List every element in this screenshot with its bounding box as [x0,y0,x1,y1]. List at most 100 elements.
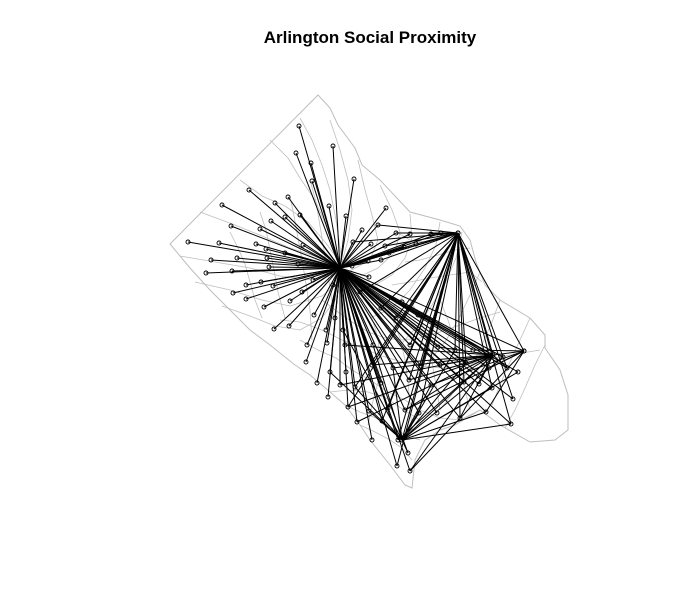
network-edge [327,267,341,398]
network-edge [339,178,355,269]
network-edge [457,232,493,389]
network-edge [457,232,461,419]
network-node [405,450,411,456]
network-node [216,240,222,246]
network-edge [210,259,341,269]
network-node [327,369,333,375]
network-edge [359,232,459,293]
tract-boundary [404,247,471,263]
network-node [310,277,316,283]
network-node [415,312,421,318]
network-node [386,250,392,256]
network-node [257,226,263,232]
network-node [337,265,343,271]
network-node [323,327,329,333]
network-node [229,268,235,274]
network-edge [380,232,459,309]
network-edge [459,354,494,419]
network-edge [339,267,480,385]
tract-boundary [321,299,501,341]
network-edge [395,232,459,319]
network-edge [310,162,341,269]
network-node [402,407,408,413]
network-edge [339,207,387,269]
tract-boundary [194,279,343,307]
network-edge [401,356,504,441]
network-edge [401,387,493,441]
network-edge [339,267,420,414]
network-edge [339,267,411,346]
network-edge [377,224,459,234]
tract-boundary [239,179,341,263]
network-edge [492,354,508,369]
network-edge [187,241,341,269]
network-edge [457,232,494,356]
network-edge [339,267,406,411]
network-node [326,203,332,209]
network-edge [408,354,494,381]
network-node [266,264,272,270]
network-edge [268,266,341,269]
network-node [365,258,371,264]
network-node [268,218,274,224]
tract-boundary [299,117,343,263]
network-node [452,347,458,353]
network-node [282,250,288,256]
network-node [393,230,399,236]
network-node [314,380,320,386]
network-edge [245,267,341,300]
network-node [332,315,338,321]
tract-boundary [259,211,286,319]
network-edge [313,267,341,316]
network-node [521,348,527,354]
network-node [375,222,381,228]
network-node [354,419,360,425]
network-node [407,231,413,237]
tract-boundary [309,179,336,331]
network-node [343,369,349,375]
network-edge [339,267,494,356]
network-node [299,289,305,295]
network-node [295,261,301,267]
tract-boundary [299,339,481,421]
network-node [330,143,336,149]
network-edge [339,267,490,369]
tract-boundary [369,213,413,289]
tract-boundary [329,119,353,263]
network-node [399,299,405,305]
tract-boundary [229,231,263,319]
network-edge [263,267,341,308]
network-edge [301,267,341,293]
network-node [349,263,355,269]
network-node [185,239,191,245]
network-edge [401,232,459,441]
network-node [300,242,306,248]
network-edge [339,267,487,413]
network-edge [347,232,459,408]
network-edge [297,263,341,269]
network-edge [339,224,379,269]
network-node [379,418,385,424]
network-edge [401,423,512,441]
network-node [504,365,510,371]
network-edge [339,267,410,381]
network-node [369,362,375,368]
network-node [340,327,346,333]
network-edge [457,232,525,352]
network-edge [295,152,341,269]
network-edge [404,354,494,411]
network-edge [409,354,494,472]
network-node [418,363,424,369]
network-node [401,244,407,250]
network-node [309,178,315,184]
network-node [325,394,331,400]
network-node [500,354,506,360]
network-node [243,282,249,288]
network-edge [284,252,341,269]
network-edge [401,384,432,441]
network-node [357,289,363,295]
network-edge [339,354,494,386]
network-node [407,342,413,348]
network-edge [354,232,459,388]
